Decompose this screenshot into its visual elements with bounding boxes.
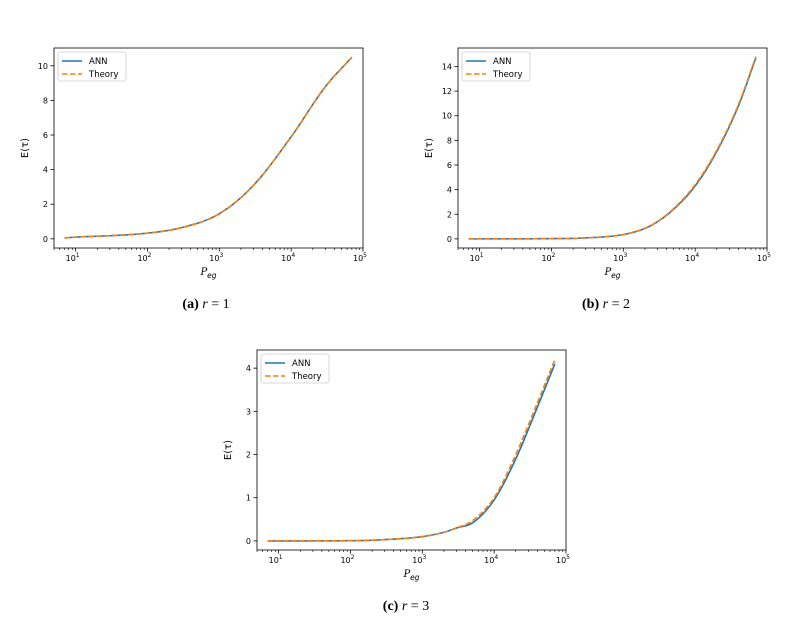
chart-panel-1: 0 2 4 6 8 10 101 102 103 104 105 Peg E(τ) ANN Theory (a… <box>20 47 367 312</box>
y-tick-label: 4 <box>447 186 452 195</box>
series-line-theory <box>468 56 757 240</box>
legend: ANN Theory <box>260 353 330 384</box>
x-tick-label: 105 <box>757 252 771 263</box>
y-tick-label: 0 <box>447 235 452 244</box>
y-tick-label: 0 <box>43 235 48 244</box>
y-tick-label: 2 <box>447 210 452 219</box>
legend-label-ann: ANN <box>89 57 108 67</box>
x-tick-label: 103 <box>412 554 426 565</box>
x-tick-label: 102 <box>541 252 555 263</box>
x-tick-label: 104 <box>685 252 699 263</box>
x-axis-label: Peg <box>402 569 419 582</box>
x-tick-label: 101 <box>470 252 484 263</box>
x-tick-label: 102 <box>340 554 354 565</box>
legend-label-theory: Theory <box>492 70 523 80</box>
series-line-ann <box>468 57 757 240</box>
legend-label-ann: ANN <box>292 359 311 369</box>
y-tick-label: 4 <box>43 166 48 175</box>
series-line-theory <box>64 56 353 239</box>
legend: ANN Theory <box>57 51 127 82</box>
plot-frame <box>53 47 364 249</box>
y-axis-label: E(τ) <box>223 440 234 460</box>
x-tick-label: 101 <box>66 252 80 263</box>
series-line-ann <box>64 56 353 239</box>
legend-label-theory: Theory <box>88 70 119 80</box>
y-tick-label: 8 <box>43 96 48 105</box>
x-tick-label: 101 <box>269 554 283 565</box>
series-line-ann <box>267 363 556 542</box>
y-tick-label: 2 <box>246 451 251 460</box>
legend-label-ann: ANN <box>493 57 512 67</box>
plot-frame <box>256 349 567 551</box>
y-axis-label: E(τ) <box>20 138 31 158</box>
legend-label-theory: Theory <box>291 372 322 382</box>
chart-panel-3: 0 1 2 3 4 101 102 103 104 105 Peg E(τ) ANN Theory (c) … <box>223 349 570 614</box>
y-tick-label: 8 <box>447 136 452 145</box>
panel-caption: (b) r = 2 <box>582 297 630 312</box>
legend: ANN Theory <box>461 51 531 82</box>
y-tick-label: 6 <box>43 131 48 140</box>
panel-caption: (a) r = 1 <box>182 297 229 312</box>
panel-caption: (c) r = 3 <box>383 599 429 614</box>
x-tick-label: 105 <box>556 554 570 565</box>
y-tick-label: 6 <box>447 161 452 170</box>
y-tick-label: 3 <box>246 407 251 416</box>
y-tick-label: 12 <box>442 87 452 96</box>
y-tick-label: 10 <box>38 62 48 71</box>
x-tick-label: 103 <box>613 252 627 263</box>
y-tick-label: 14 <box>442 62 452 71</box>
y-tick-label: 0 <box>246 537 251 546</box>
series-line-theory <box>267 359 556 542</box>
y-tick-label: 2 <box>43 200 48 209</box>
x-tick-label: 103 <box>209 252 223 263</box>
y-tick-label: 4 <box>246 364 251 373</box>
x-tick-label: 104 <box>281 252 295 263</box>
x-tick-label: 104 <box>484 554 498 565</box>
x-tick-label: 105 <box>353 252 367 263</box>
chart-panel-2: 0 2 4 6 8 10 12 14 101 102 103 104 105 Peg E(τ) ANN Theo… <box>424 47 771 312</box>
plot-frame <box>457 47 768 249</box>
y-tick-label: 10 <box>442 112 452 121</box>
x-tick-label: 102 <box>137 252 151 263</box>
x-axis-label: Peg <box>603 267 620 280</box>
x-axis-label: Peg <box>199 267 216 280</box>
y-axis-label: E(τ) <box>424 138 435 158</box>
y-tick-label: 1 <box>246 494 251 503</box>
